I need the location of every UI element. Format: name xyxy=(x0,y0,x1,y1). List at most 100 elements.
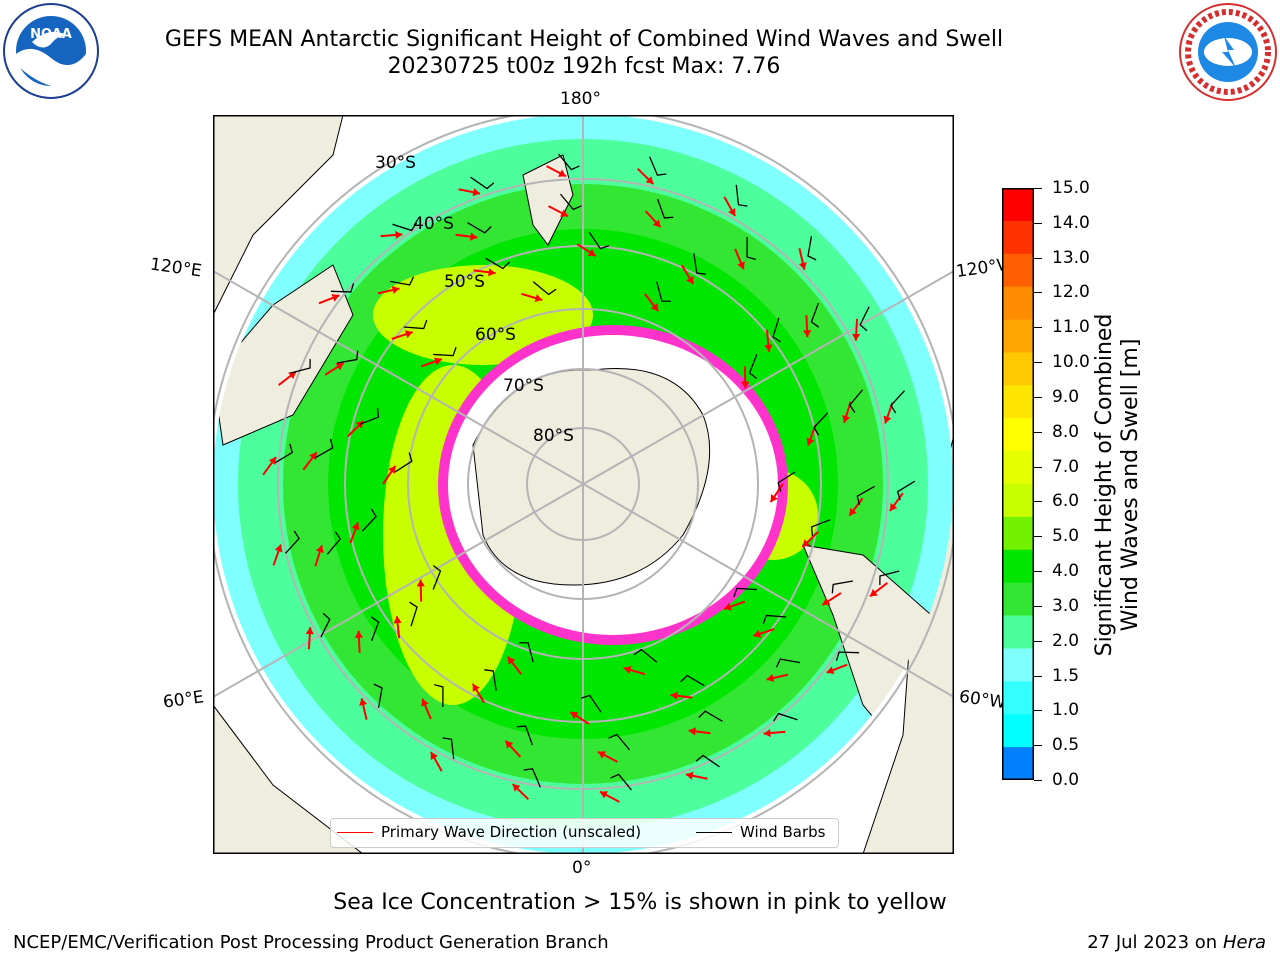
legend-label-wave-direction: Primary Wave Direction (unscaled) xyxy=(381,823,642,841)
legend-item-wave-direction: Primary Wave Direction (unscaled) xyxy=(337,823,641,841)
wind-barb xyxy=(775,658,801,668)
colorbar-cell xyxy=(1002,253,1034,288)
chart-subtitle: 20230725 t00z 192h fcst Max: 7.76 xyxy=(387,54,781,79)
wave-direction-arrowhead xyxy=(416,579,425,587)
colorbar-tick-mark xyxy=(1034,536,1042,538)
colorbar-tick-label: 10.0 xyxy=(1052,352,1090,373)
wind-barb xyxy=(733,587,757,598)
legend-item-wind-barbs: Wind Barbs xyxy=(696,823,825,841)
colorbar-tick-label: 6.0 xyxy=(1052,491,1080,512)
lat-label-50s: 50°S xyxy=(444,272,485,292)
wind-barb xyxy=(698,710,723,722)
colorbar-cell xyxy=(1002,451,1034,485)
wave-direction-arrowhead xyxy=(599,791,608,799)
wave-direction-arrowhead xyxy=(305,627,314,635)
colorbar xyxy=(1002,188,1034,780)
wave-direction-arrowhead xyxy=(558,169,567,177)
colorbar-cell xyxy=(1002,615,1034,649)
wave-direction-arrowhead xyxy=(470,232,478,241)
wave-direction-arrowhead xyxy=(763,728,771,738)
colorbar-cell xyxy=(1002,648,1034,682)
wind-barb xyxy=(442,737,455,760)
wave-direction-arrowhead xyxy=(430,751,438,760)
wind-barb xyxy=(315,438,334,459)
colorbar-tick-label: 12.0 xyxy=(1052,282,1090,303)
wind-barb xyxy=(695,754,720,768)
wave-direction-arrowhead xyxy=(842,414,851,423)
wave-direction-arrowhead xyxy=(806,437,815,446)
colorbar-tick-label: 1.0 xyxy=(1052,700,1080,721)
wave-direction-arrowhead xyxy=(889,503,898,512)
colorbar-tick-mark xyxy=(1034,431,1042,433)
colorbar-cell xyxy=(1002,549,1034,584)
wind-barb xyxy=(807,236,817,261)
sea-ice-note: Sea Ice Concentration > 15% is shown in … xyxy=(333,890,947,915)
wave-direction-arrowhead xyxy=(315,545,324,554)
colorbar-tick-mark xyxy=(1034,501,1042,503)
wave-direction-arrowhead xyxy=(395,230,403,240)
colorbar-tick-mark xyxy=(1034,710,1042,712)
colorbar-cell xyxy=(1002,220,1034,255)
lon-label-60e: 60°E xyxy=(161,687,206,713)
wind-barb xyxy=(656,281,671,302)
lat-label-40s: 40°S xyxy=(413,214,454,234)
footer-date-text: 27 Jul 2023 on xyxy=(1087,932,1223,953)
legend-swatch-black-line xyxy=(696,832,732,833)
wind-barb xyxy=(835,651,860,661)
wind-barb xyxy=(810,302,820,328)
lat-lon-grid xyxy=(213,115,954,854)
wave-direction-arrowhead xyxy=(652,219,661,228)
wave-direction-arrowhead xyxy=(288,371,297,380)
wind-barb xyxy=(389,276,415,286)
wave-direction-arrowhead xyxy=(335,363,344,371)
colorbar-tick-label: 8.0 xyxy=(1052,421,1080,442)
wind-barb xyxy=(394,452,413,473)
wind-barb xyxy=(831,580,854,594)
colorbar-cell xyxy=(1002,681,1034,715)
colorbar-tick-mark xyxy=(1034,640,1042,642)
lat-label-70s: 70°S xyxy=(503,376,544,396)
colorbar-tick-mark xyxy=(1034,188,1042,189)
wind-barb xyxy=(813,412,829,436)
colorbar-cell xyxy=(1002,319,1034,353)
wind-barb xyxy=(772,317,781,343)
wind-barb xyxy=(336,350,359,364)
colorbar-tick-label: 7.0 xyxy=(1052,456,1080,477)
wave-direction-arrowhead xyxy=(685,771,694,780)
wave-direction-arrowhead xyxy=(274,544,283,553)
wind-barb xyxy=(762,614,787,625)
wave-direction-arrowhead xyxy=(737,261,745,270)
wave-direction-arrowhead xyxy=(852,333,861,341)
lat-label-30s: 30°S xyxy=(375,153,416,173)
colorbar-tick-label: 13.0 xyxy=(1052,247,1090,268)
wind-barb xyxy=(359,408,380,425)
wave-direction-arrowhead xyxy=(869,588,878,597)
colorbar-tick-mark xyxy=(1034,745,1042,747)
land-new-zealand xyxy=(522,154,574,246)
wind-barb xyxy=(326,531,342,555)
colorbar-tick-label: 11.0 xyxy=(1052,317,1090,338)
wave-direction-arrowhead xyxy=(512,783,521,792)
wind-barb xyxy=(373,683,383,708)
wind-barb xyxy=(433,346,457,357)
colorbar-tick-label: 3.0 xyxy=(1052,595,1080,616)
wave-direction-arrowhead xyxy=(802,330,812,338)
colorbar-tick-mark xyxy=(1034,257,1042,259)
colorbar-label-line2: Wind Waves and Swell [m] xyxy=(1118,338,1143,632)
wind-barb xyxy=(559,193,582,211)
lon-label-60w: 60°W xyxy=(957,686,1008,714)
wind-barb xyxy=(532,281,557,296)
map-frame xyxy=(213,115,954,854)
wave-direction-arrowhead xyxy=(645,176,654,185)
wind-barb xyxy=(519,642,534,663)
wind-barb xyxy=(403,319,428,330)
antarctic-wave-height-map: 30°S 40°S 50°S 60°S 70°S 80°S xyxy=(213,115,954,854)
colorbar-tick-mark xyxy=(1034,362,1042,364)
wave-direction-arrowhead xyxy=(560,209,569,217)
wind-barb xyxy=(649,156,667,176)
colorbar-tick-label: 2.0 xyxy=(1052,630,1080,651)
map-legend: Primary Wave Direction (unscaled) Wind B… xyxy=(330,818,839,848)
wind-barb xyxy=(470,176,495,190)
wind-barb xyxy=(879,570,900,586)
wave-direction-arrowhead xyxy=(688,727,696,736)
